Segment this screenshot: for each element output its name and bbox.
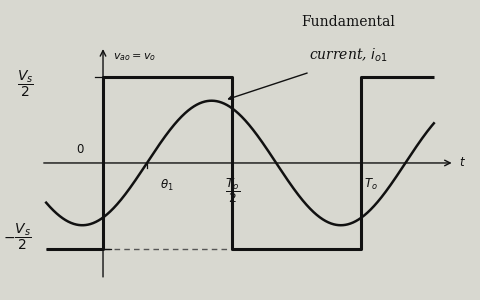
Text: $T_o$: $T_o$ [364,177,378,192]
Text: current, $i_{o1}$: current, $i_{o1}$ [309,46,388,64]
Text: $t$: $t$ [459,157,466,169]
Text: $\dfrac{V_s}{2}$: $\dfrac{V_s}{2}$ [17,68,34,99]
Text: $\theta_1$: $\theta_1$ [160,178,174,193]
Text: Fundamental: Fundamental [301,15,396,29]
Text: $\dfrac{T_o}{2}$: $\dfrac{T_o}{2}$ [225,177,240,205]
Text: $-\dfrac{V_s}{2}$: $-\dfrac{V_s}{2}$ [3,221,32,252]
Text: $v_{ao} = v_o$: $v_{ao} = v_o$ [113,52,156,63]
Text: $0$: $0$ [76,143,85,156]
